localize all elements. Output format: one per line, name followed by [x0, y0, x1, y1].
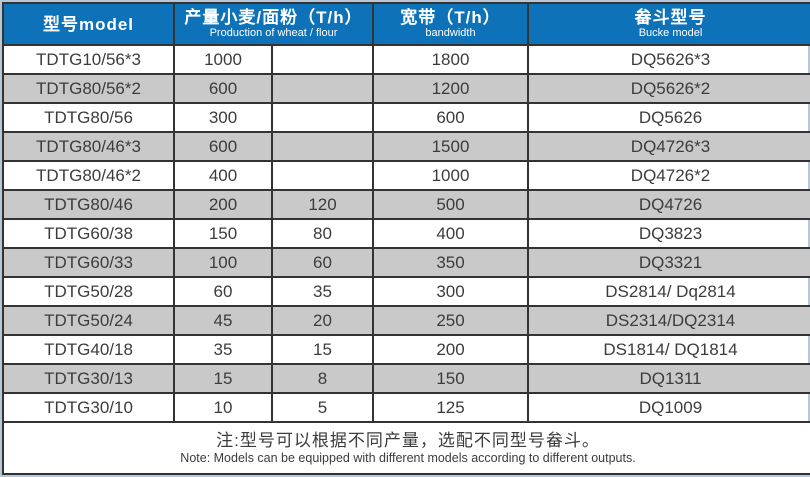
- header-production: 产量小麦/面粉（T/h） Production of wheat / flour: [173, 2, 374, 46]
- cell-bandwidth: 125: [372, 392, 529, 423]
- header-bandwidth: 宽带（T/h） bandwidth: [372, 2, 529, 46]
- table-row: TDTG50/28 60 35 300 DS2814/ Dq2814: [2, 276, 810, 307]
- cell-bandwidth: 1500: [372, 131, 529, 162]
- header-production-zh: 产量小麦/面粉（T/h）: [184, 8, 363, 27]
- cell-wheat: 15: [173, 363, 273, 394]
- cell-bucket: DS2814/ Dq2814: [527, 276, 810, 307]
- cell-bandwidth: 150: [372, 363, 529, 394]
- cell-flour: 35: [271, 276, 374, 307]
- cell-wheat: 35: [173, 334, 273, 365]
- cell-wheat: 400: [173, 160, 273, 191]
- cell-bucket: DQ5626: [527, 102, 810, 133]
- cell-bandwidth: 1200: [372, 73, 529, 104]
- cell-bandwidth: 400: [372, 218, 529, 249]
- cell-model: TDTG80/46*2: [2, 160, 175, 191]
- note-row: 注:型号可以根据不同产量，选配不同型号畚斗。 Note: Models can …: [2, 421, 810, 475]
- header-production-en: Production of wheat / flour: [209, 27, 338, 39]
- cell-bandwidth: 1800: [372, 44, 529, 75]
- table-row: TDTG80/56*2 600 1200 DQ5626*2: [2, 73, 810, 104]
- cell-wheat: 60: [173, 276, 273, 307]
- note-en: Note: Models can be equipped with differ…: [180, 451, 636, 465]
- table-footer: 注:型号可以根据不同产量，选配不同型号畚斗。 Note: Models can …: [2, 421, 810, 475]
- header-bandwidth-zh: 宽带（T/h）: [400, 8, 501, 27]
- cell-wheat: 45: [173, 305, 273, 336]
- cell-flour: 120: [271, 189, 374, 220]
- cell-model: TDTG30/13: [2, 363, 175, 394]
- cell-flour: [271, 44, 374, 75]
- header-bucket-en: Bucke model: [638, 27, 703, 39]
- note-zh: 注:型号可以根据不同产量，选配不同型号畚斗。: [216, 431, 600, 450]
- cell-flour: 5: [271, 392, 374, 423]
- table-body: TDTG10/56*3 1000 1800 DQ5626*3 TDTG80/56*2 60…: [2, 44, 810, 423]
- cell-flour: [271, 131, 374, 162]
- table-row: TDTG80/46 200 120 500 DQ4726: [2, 189, 810, 220]
- note-cell: 注:型号可以根据不同产量，选配不同型号畚斗。 Note: Models can …: [2, 421, 810, 475]
- cell-model: TDTG80/56*2: [2, 73, 175, 104]
- cell-wheat: 200: [173, 189, 273, 220]
- cell-bucket: DQ1311: [527, 363, 810, 394]
- table-row: TDTG40/18 35 15 200 DS1814/ DQ1814: [2, 334, 810, 365]
- cell-bandwidth: 1000: [372, 160, 529, 191]
- cell-wheat: 300: [173, 102, 273, 133]
- cell-bucket: DQ5626*3: [527, 44, 810, 75]
- cell-model: TDTG30/10: [2, 392, 175, 423]
- cell-flour: 8: [271, 363, 374, 394]
- header-model-label: 型号model: [42, 14, 135, 34]
- cell-bucket: DS1814/ DQ1814: [527, 334, 810, 365]
- cell-bandwidth: 350: [372, 247, 529, 278]
- cell-wheat: 1000: [173, 44, 273, 75]
- cell-bandwidth: 200: [372, 334, 529, 365]
- table-row: TDTG60/33 100 60 350 DQ3321: [2, 247, 810, 278]
- cell-model: TDTG60/38: [2, 218, 175, 249]
- cell-wheat: 600: [173, 73, 273, 104]
- table-row: TDTG30/13 15 8 150 DQ1311: [2, 363, 810, 394]
- cell-bandwidth: 600: [372, 102, 529, 133]
- cell-bandwidth: 500: [372, 189, 529, 220]
- table-row: TDTG80/46*3 600 1500 DQ4726*3: [2, 131, 810, 162]
- header-bucket-zh: 畚斗型号: [634, 8, 707, 27]
- cell-wheat: 100: [173, 247, 273, 278]
- cell-model: TDTG80/46: [2, 189, 175, 220]
- cell-bucket: DS2314/DQ2314: [527, 305, 810, 336]
- cell-bucket: DQ4726: [527, 189, 810, 220]
- cell-bucket: DQ5626*2: [527, 73, 810, 104]
- table-row: TDTG60/38 150 80 400 DQ3823: [2, 218, 810, 249]
- table-header: 型号model 产量小麦/面粉（T/h） Production of wheat…: [2, 2, 810, 46]
- table-row: TDTG10/56*3 1000 1800 DQ5626*3: [2, 44, 810, 75]
- cell-bandwidth: 300: [372, 276, 529, 307]
- cell-bucket: DQ3321: [527, 247, 810, 278]
- cell-model: TDTG50/28: [2, 276, 175, 307]
- cell-wheat: 10: [173, 392, 273, 423]
- cell-model: TDTG60/33: [2, 247, 175, 278]
- cell-bandwidth: 250: [372, 305, 529, 336]
- header-bucket: 畚斗型号 Bucke model: [527, 2, 810, 46]
- table-row: TDTG50/24 45 20 250 DS2314/DQ2314: [2, 305, 810, 336]
- table-row: TDTG80/46*2 400 1000 DQ4726*2: [2, 160, 810, 191]
- cell-bucket: DQ1009: [527, 392, 810, 423]
- cell-wheat: 150: [173, 218, 273, 249]
- header-bandwidth-en: bandwidth: [425, 27, 476, 39]
- cell-flour: [271, 102, 374, 133]
- cell-flour: [271, 160, 374, 191]
- cell-flour: 15: [271, 334, 374, 365]
- cell-model: TDTG80/46*3: [2, 131, 175, 162]
- cell-flour: [271, 73, 374, 104]
- header-model: 型号model: [2, 2, 175, 46]
- table-row: TDTG80/56 300 600 DQ5626: [2, 102, 810, 133]
- cell-bucket: DQ4726*2: [527, 160, 810, 191]
- cell-model: TDTG50/24: [2, 305, 175, 336]
- cell-bucket: DQ4726*3: [527, 131, 810, 162]
- cell-flour: 20: [271, 305, 374, 336]
- cell-model: TDTG40/18: [2, 334, 175, 365]
- header-row: 型号model 产量小麦/面粉（T/h） Production of wheat…: [2, 2, 810, 46]
- table-row: TDTG30/10 10 5 125 DQ1009: [2, 392, 810, 423]
- cell-bucket: DQ3823: [527, 218, 810, 249]
- cell-wheat: 600: [173, 131, 273, 162]
- cell-flour: 80: [271, 218, 374, 249]
- cell-model: TDTG80/56: [2, 102, 175, 133]
- cell-flour: 60: [271, 247, 374, 278]
- cell-model: TDTG10/56*3: [2, 44, 175, 75]
